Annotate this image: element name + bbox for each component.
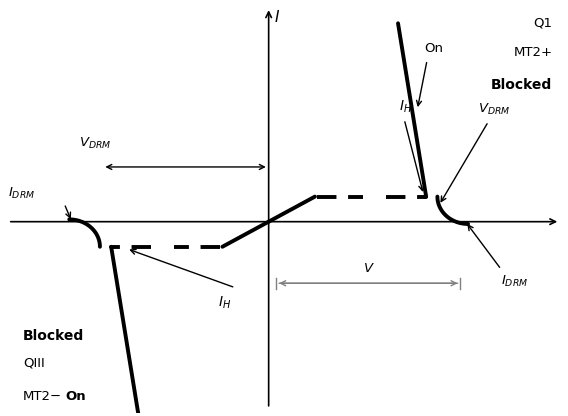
Text: MT2−: MT2− (23, 391, 62, 404)
Text: Q1: Q1 (533, 17, 553, 30)
Text: Blocked: Blocked (491, 78, 553, 92)
Text: $I_H$: $I_H$ (399, 98, 412, 114)
Text: $I_{DRM}$: $I_{DRM}$ (502, 274, 529, 289)
Text: $I_{DRM}$: $I_{DRM}$ (8, 186, 35, 201)
Text: $I_H$: $I_H$ (218, 295, 231, 311)
Text: $V_{DRM}$: $V_{DRM}$ (80, 136, 112, 151)
Text: MT2+: MT2+ (513, 46, 553, 59)
Text: $V_{DRM}$: $V_{DRM}$ (478, 102, 511, 117)
Text: I: I (275, 10, 279, 25)
Text: Blocked: Blocked (23, 329, 85, 343)
Text: V: V (364, 262, 373, 275)
Text: QIII: QIII (23, 356, 45, 369)
Text: On: On (425, 42, 444, 55)
Text: On: On (65, 391, 86, 404)
